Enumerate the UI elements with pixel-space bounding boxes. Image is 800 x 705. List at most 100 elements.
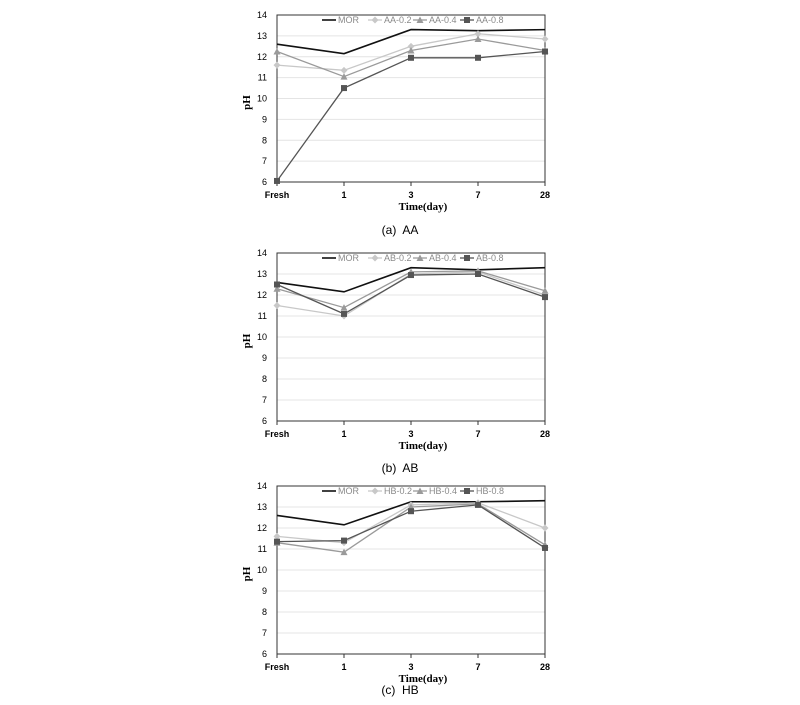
data-point — [274, 177, 280, 184]
legend-label: AB-0.4 — [429, 253, 457, 263]
data-point — [541, 287, 549, 294]
data-point — [273, 532, 281, 540]
y-tick-label: 13 — [257, 269, 267, 279]
y-tick-label: 7 — [262, 156, 267, 166]
data-point — [474, 35, 482, 43]
y-tick-label: 7 — [262, 395, 267, 405]
data-point — [542, 48, 548, 55]
legend-label: AA-0.8 — [476, 15, 504, 25]
series-aa-0-8 — [274, 48, 548, 184]
y-tick-label: 14 — [257, 481, 267, 491]
series-mor — [276, 28, 546, 55]
legend-item: AA-0.8 — [460, 15, 504, 25]
y-tick-label: 12 — [257, 523, 267, 533]
data-point — [542, 294, 548, 301]
y-tick-label: 9 — [262, 353, 267, 363]
y-tick-label: 10 — [257, 332, 267, 342]
x-axis-title: Time(day) — [399, 673, 448, 685]
legend-label: MOR — [338, 15, 359, 25]
data-point — [474, 30, 482, 38]
y-tick-label: 6 — [262, 649, 267, 659]
legend-label: AA-0.4 — [429, 15, 457, 25]
y-tick-label: 10 — [257, 565, 267, 575]
legend-label: AA-0.2 — [384, 15, 412, 25]
y-tick-label: 9 — [262, 586, 267, 596]
x-tick-label: 1 — [341, 429, 346, 439]
legend-item: MOR — [322, 486, 359, 496]
data-point — [475, 54, 481, 61]
data-point — [340, 66, 348, 74]
legend-item: AA-0.4 — [413, 15, 457, 25]
legend-item: AB-0.8 — [460, 253, 504, 263]
data-point — [273, 285, 281, 292]
data-point — [475, 501, 481, 508]
data-point — [408, 272, 414, 279]
x-tick-label: 7 — [475, 190, 480, 200]
series-hb-0-8 — [274, 501, 548, 551]
x-tick-label: Fresh — [265, 190, 290, 200]
series-line — [276, 28, 546, 55]
x-tick-label: 3 — [408, 190, 413, 200]
y-tick-label: 6 — [262, 416, 267, 426]
x-tick-label: 1 — [341, 662, 346, 672]
legend-item: AB-0.4 — [413, 253, 457, 263]
y-tick-label: 11 — [258, 544, 267, 554]
y-axis-title: pH — [241, 566, 253, 581]
legend-marker — [464, 17, 470, 23]
legend-marker — [371, 254, 379, 262]
x-tick-label: 7 — [475, 662, 480, 672]
y-tick-label: 10 — [257, 94, 267, 104]
data-point — [341, 310, 347, 317]
data-point — [541, 524, 549, 532]
x-axis-title: Time(day) — [399, 201, 448, 213]
data-point — [475, 271, 481, 277]
legend-marker — [371, 16, 379, 24]
data-point — [408, 54, 414, 61]
x-axis-title: Time(day) — [399, 440, 448, 452]
y-tick-label: 14 — [257, 10, 267, 20]
data-point — [407, 42, 415, 50]
data-point — [274, 538, 280, 545]
x-tick-label: 3 — [408, 429, 413, 439]
data-point — [407, 46, 415, 54]
y-tick-label: 7 — [262, 628, 267, 638]
legend-marker — [464, 488, 470, 494]
series-ab-0-8 — [274, 271, 548, 317]
legend-item: HB-0.8 — [460, 486, 504, 496]
y-tick-label: 11 — [258, 311, 267, 321]
series-line — [276, 266, 546, 293]
legend-item: HB-0.2 — [368, 486, 412, 496]
legend: MOR HB-0.2 HB-0.4 HB-0.8 — [322, 486, 504, 496]
y-axis-title: pH — [241, 333, 253, 348]
x-tick-label: Fresh — [265, 662, 290, 672]
x-tick-label: Fresh — [265, 429, 290, 439]
y-tick-label: 8 — [262, 374, 267, 384]
legend-marker — [416, 487, 424, 494]
legend-marker — [371, 487, 379, 495]
data-point — [274, 281, 280, 288]
x-tick-label: 3 — [408, 662, 413, 672]
data-point — [273, 302, 281, 309]
series-mor — [276, 266, 546, 293]
legend-item: MOR — [322, 15, 359, 25]
y-tick-label: 12 — [257, 290, 267, 300]
data-point — [341, 85, 347, 92]
legend-item: AB-0.2 — [368, 253, 412, 263]
data-point — [273, 61, 281, 69]
data-point — [340, 304, 348, 311]
x-tick-label: 28 — [540, 429, 550, 439]
data-point — [541, 35, 549, 43]
data-point — [408, 508, 414, 515]
legend-label: MOR — [338, 253, 359, 263]
series-line — [276, 273, 546, 315]
y-tick-label: 13 — [257, 502, 267, 512]
legend-label: AB-0.2 — [384, 253, 412, 263]
legend-label: HB-0.4 — [429, 486, 457, 496]
legend-marker — [464, 255, 470, 261]
y-tick-label: 8 — [262, 135, 267, 145]
data-point — [340, 548, 348, 556]
y-tick-label: 12 — [257, 52, 267, 62]
